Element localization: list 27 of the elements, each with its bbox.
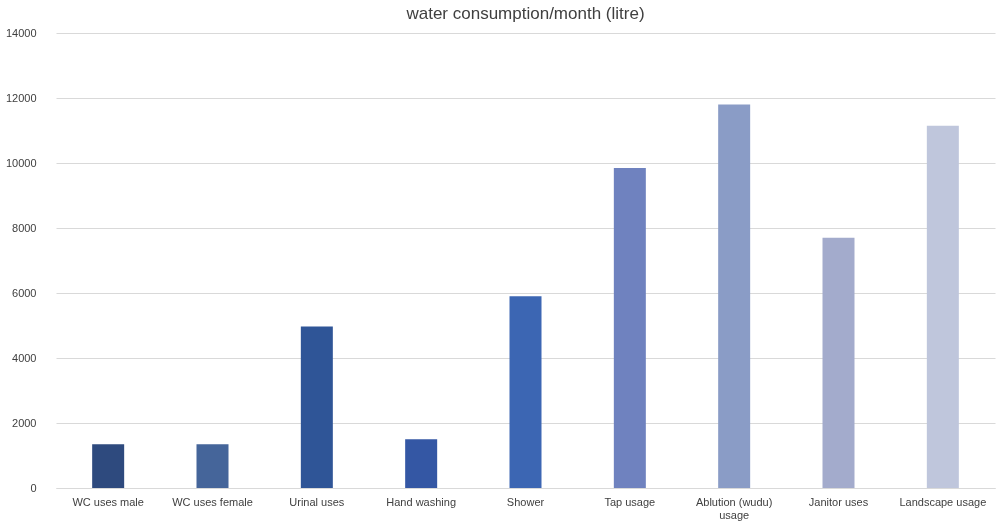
x-tick-label: WC uses male bbox=[72, 495, 144, 508]
bar bbox=[509, 296, 542, 488]
x-tick-label: WC uses female bbox=[172, 495, 253, 508]
bar bbox=[92, 444, 125, 488]
y-tick-label: 8000 bbox=[12, 221, 37, 234]
bar bbox=[822, 237, 855, 488]
bar bbox=[613, 167, 646, 488]
x-tick-label: Janitor uses bbox=[808, 495, 869, 508]
y-tick-label: 6000 bbox=[12, 286, 37, 299]
bar bbox=[300, 326, 333, 488]
x-tick-label: Hand washing bbox=[386, 495, 457, 508]
bar bbox=[405, 439, 438, 488]
y-tick-label: 14000 bbox=[5, 26, 37, 39]
x-tick-label: Shower bbox=[506, 495, 545, 508]
x-tick-label: Ablution (wudu) usage bbox=[695, 495, 773, 521]
x-tick-label: Landscape usage bbox=[899, 495, 987, 508]
x-tick-label: Urinal uses bbox=[289, 495, 345, 508]
bar bbox=[196, 444, 229, 488]
y-tick-label: 2000 bbox=[12, 416, 37, 429]
y-tick-label: 0 bbox=[30, 481, 37, 494]
y-tick-label: 10000 bbox=[5, 156, 37, 169]
y-tick-label: 4000 bbox=[12, 351, 37, 364]
x-tick-label: Tap usage bbox=[604, 495, 656, 508]
bar bbox=[718, 104, 751, 488]
chart-title: water consumption/month (litre) bbox=[405, 4, 645, 23]
bar bbox=[926, 125, 959, 488]
y-tick-label: 12000 bbox=[5, 91, 37, 104]
